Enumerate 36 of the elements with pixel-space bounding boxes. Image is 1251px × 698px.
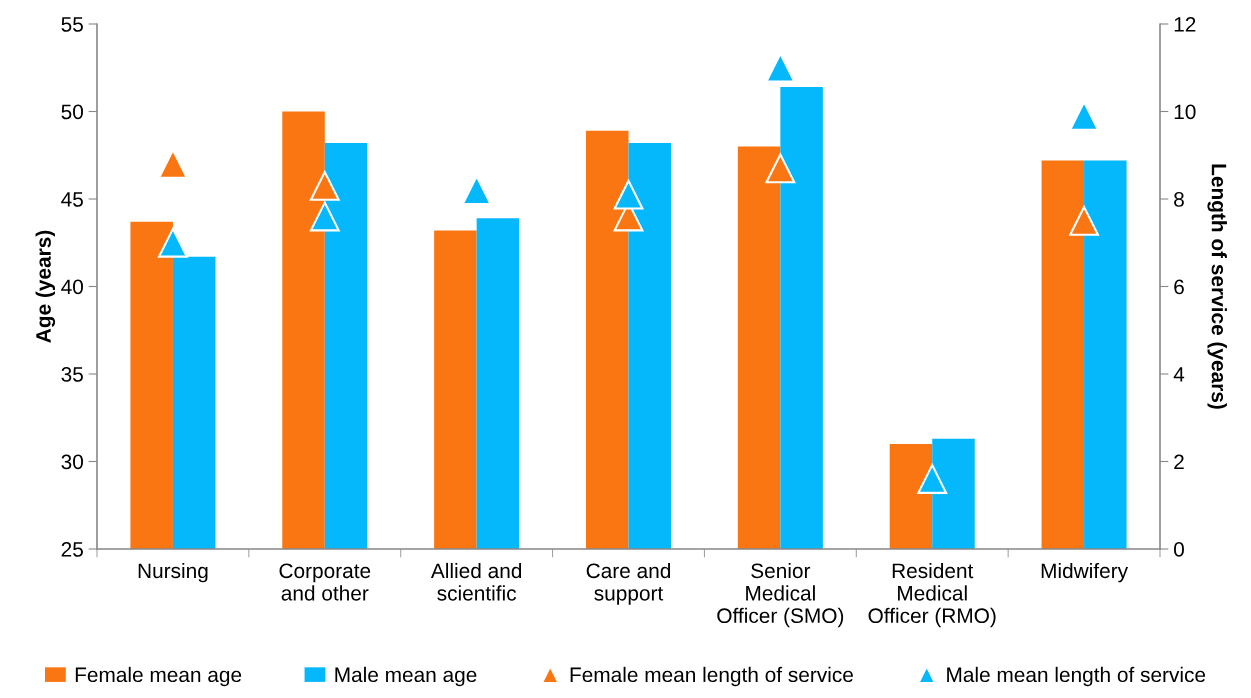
x-tick-label: Nursing [138, 562, 208, 583]
y2-tick-label: 10 [1174, 104, 1196, 120]
x-tick-label: Care and support [586, 562, 671, 605]
legend-label: Female mean age [75, 666, 242, 687]
legend-label: Male mean length of service [947, 666, 1206, 687]
point [309, 170, 340, 201]
y-tick-label: 55 [61, 17, 83, 32]
point [158, 227, 188, 258]
y2-tick-label: 12 [1174, 17, 1196, 32]
x-tick-label: Midwifery [1041, 562, 1129, 583]
point [1069, 205, 1099, 236]
y2-tick-label: 0 [1174, 542, 1184, 557]
point [917, 464, 948, 494]
y-tick-label: 40 [61, 279, 83, 295]
point [613, 179, 644, 210]
y2-tick-label: 6 [1174, 279, 1184, 295]
point [309, 201, 340, 232]
point [158, 149, 188, 179]
y-axis-title: Age (years) [35, 230, 56, 343]
x-tick-label: Senior Medical Officer (SMO) [717, 562, 844, 628]
point [461, 175, 492, 206]
y-tick-label: 45 [61, 192, 83, 207]
x-tick-label: Allied and scientific [430, 562, 522, 601]
y-tick-label: 30 [61, 454, 83, 470]
x-tick-label: Resident Medical Officer (RMO) [868, 562, 996, 628]
y2-axis-title: Length of service (years) [1207, 164, 1227, 409]
y-tick-label: 50 [61, 104, 83, 120]
y2-tick-label: 8 [1174, 192, 1184, 207]
legend-label: Male mean age [335, 666, 477, 687]
y2-tick-label: 4 [1173, 367, 1185, 382]
y2-tick-label: 2 [1174, 454, 1184, 470]
point [765, 153, 796, 184]
y-tick-label: 25 [61, 542, 83, 557]
legend-label: Female mean length of service [570, 666, 853, 687]
x-tick-label: Corporate and other [279, 563, 371, 601]
y-tick-label: 35 [61, 367, 83, 382]
